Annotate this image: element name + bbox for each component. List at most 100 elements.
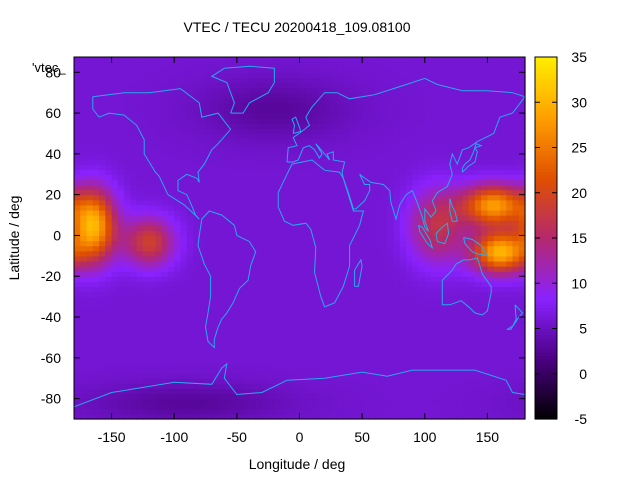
heatmap-cell (261, 408, 269, 415)
heatmap-cell (74, 260, 81, 267)
heatmap-cell (499, 72, 507, 78)
heatmap-cell (274, 153, 282, 160)
heatmap-cell (393, 169, 401, 175)
heatmap-cell (506, 322, 514, 328)
heatmap-cell (261, 352, 269, 359)
heatmap-cell (255, 225, 263, 231)
heatmap-cell (186, 296, 194, 303)
heatmap-cell (74, 215, 81, 221)
heatmap-cell (337, 357, 344, 364)
heatmap-cell (117, 164, 125, 170)
heatmap-cell (92, 199, 100, 206)
heatmap-cell (211, 113, 219, 119)
heatmap-cell (111, 373, 119, 379)
heatmap-cell (431, 148, 438, 155)
heatmap-cell (481, 317, 489, 323)
heatmap-cell (312, 133, 319, 140)
heatmap-cell (299, 306, 307, 313)
heatmap-cell (286, 378, 294, 384)
heatmap-cell (274, 148, 282, 155)
heatmap-cell (99, 250, 106, 257)
heatmap-cell (487, 235, 495, 242)
heatmap-cell (74, 204, 81, 211)
heatmap-cell (149, 113, 157, 119)
heatmap-cell (343, 67, 351, 73)
heatmap-cell (193, 225, 200, 231)
heatmap-cell (487, 255, 495, 262)
heatmap-cell (80, 281, 88, 288)
heatmap-cell (167, 179, 175, 186)
heatmap-cell (424, 82, 432, 89)
heatmap-cell (368, 266, 376, 272)
heatmap-cell (399, 164, 407, 170)
heatmap-cell (117, 276, 125, 282)
heatmap-cell (268, 72, 276, 78)
heatmap-cell (487, 169, 495, 175)
heatmap-cell (393, 72, 401, 78)
heatmap-cell (167, 332, 175, 339)
heatmap-cell (124, 342, 131, 349)
heatmap-cell (299, 388, 307, 395)
heatmap-cell (149, 317, 157, 323)
heatmap-cell (456, 296, 463, 303)
heatmap-cell (293, 82, 301, 89)
heatmap-cell (293, 158, 301, 165)
heatmap-cell (186, 332, 194, 339)
heatmap-cell (487, 174, 495, 180)
heatmap-cell (180, 77, 188, 84)
heatmap-cell (136, 352, 144, 359)
heatmap-cell (142, 138, 150, 145)
heatmap-cell (280, 87, 288, 94)
heatmap-cell (205, 143, 213, 150)
heatmap-cell (330, 255, 338, 262)
heatmap-cell (211, 255, 219, 262)
heatmap-cell (393, 398, 401, 405)
heatmap-cell (512, 179, 520, 186)
heatmap-cell (111, 72, 119, 78)
heatmap-cell (299, 72, 307, 78)
heatmap-cell (399, 225, 407, 231)
heatmap-cell (449, 184, 457, 191)
heatmap-cell (387, 271, 395, 277)
heatmap-cell (330, 179, 338, 186)
heatmap-cell (174, 209, 182, 216)
heatmap-cell (499, 357, 507, 364)
heatmap-cell (449, 378, 457, 384)
heatmap-cell (324, 271, 332, 277)
heatmap-cell (205, 276, 213, 282)
heatmap-cell (462, 327, 470, 333)
heatmap-cell (362, 378, 369, 384)
heatmap-cell (380, 398, 388, 405)
heatmap-cell (424, 413, 432, 420)
heatmap-cell (330, 199, 338, 206)
heatmap-cell (211, 383, 219, 390)
heatmap-cell (493, 388, 501, 395)
heatmap-cell (130, 271, 138, 277)
heatmap-cell (218, 230, 225, 237)
heatmap-cell (99, 347, 106, 354)
heatmap-cell (518, 332, 526, 339)
heatmap-cell (111, 276, 119, 282)
heatmap-cell (111, 220, 119, 226)
heatmap-cell (393, 362, 401, 369)
heatmap-cell (481, 296, 489, 303)
heatmap-cell (130, 306, 138, 313)
heatmap-cell (236, 383, 244, 390)
heatmap-cell (343, 413, 351, 420)
heatmap-cell (481, 383, 489, 390)
heatmap-cell (249, 373, 257, 379)
heatmap-cell (130, 77, 138, 84)
heatmap-cell (424, 352, 432, 359)
heatmap-cell (280, 301, 288, 308)
heatmap-cell (293, 347, 301, 354)
heatmap-cell (418, 102, 426, 109)
heatmap-cell (86, 245, 94, 252)
heatmap-cell (211, 128, 219, 135)
heatmap-cell (337, 215, 344, 221)
heatmap-cell (412, 408, 420, 415)
heatmap-cell (368, 378, 376, 384)
heatmap-cell (230, 82, 238, 89)
heatmap-cell (405, 199, 413, 206)
heatmap-cell (506, 301, 514, 308)
heatmap-cell (142, 164, 150, 170)
